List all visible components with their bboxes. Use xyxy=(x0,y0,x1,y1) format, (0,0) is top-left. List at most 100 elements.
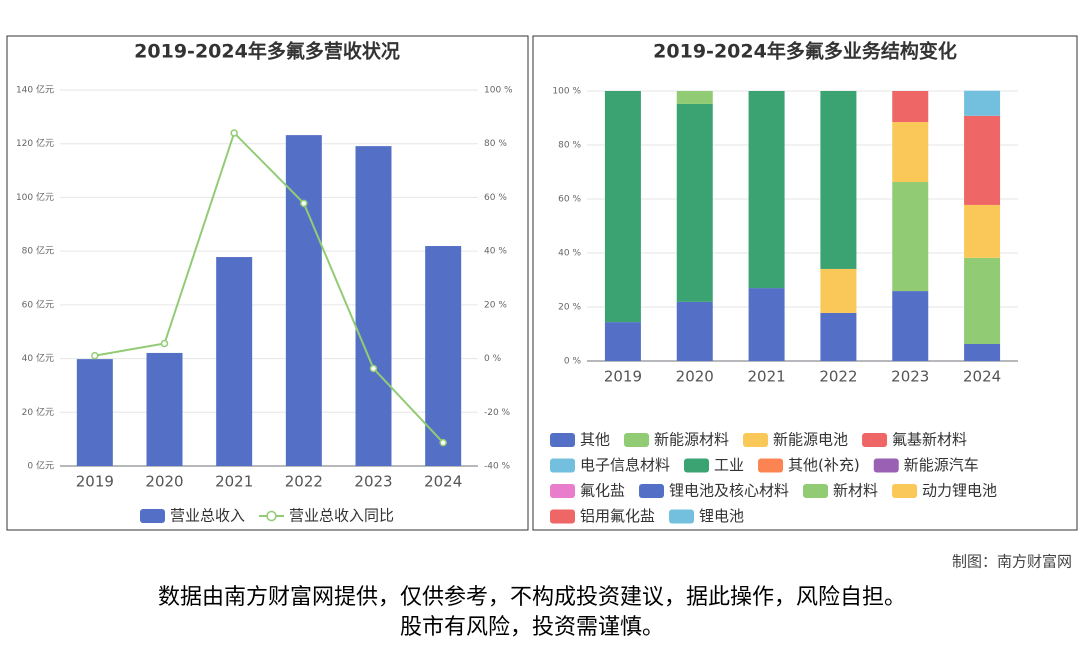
legend-swatch xyxy=(873,458,899,473)
y2-tick-label: 40 % xyxy=(484,247,507,257)
point xyxy=(160,339,169,348)
bar-segment xyxy=(964,115,1001,205)
y2-tick-label: -40 % xyxy=(484,462,511,472)
y-tick-label: 100 亿元 xyxy=(16,191,54,203)
x-tick-label: 2019 xyxy=(604,368,642,386)
y-tick-label: 100 % xyxy=(552,87,581,97)
legend-swatch xyxy=(139,509,165,523)
y-tick-label: 140 亿元 xyxy=(16,84,54,96)
bar-segment xyxy=(604,91,641,323)
credit: 制图：南方财富网 xyxy=(952,553,1072,571)
panel-left xyxy=(6,35,529,531)
bar-segment xyxy=(964,343,1001,361)
bar-segment xyxy=(820,312,857,361)
legend-swatch xyxy=(550,458,575,473)
legend-label: 动力锂电池 xyxy=(922,482,997,500)
bar-segment xyxy=(892,291,929,361)
legend-label: 氟基新材料 xyxy=(892,431,967,449)
legend-swatch xyxy=(669,509,695,524)
point xyxy=(91,351,99,360)
bar xyxy=(285,135,322,466)
bar xyxy=(76,359,113,466)
x-tick-label: 2022 xyxy=(285,473,323,491)
x-tick-label: 2023 xyxy=(891,368,929,386)
legend-label: 营业总收入 xyxy=(170,507,245,525)
bar-segment xyxy=(604,322,641,361)
y2-tick-label: 100 % xyxy=(484,86,513,96)
x-tick-label: 2021 xyxy=(215,473,253,491)
point xyxy=(230,129,238,137)
legend-swatch xyxy=(743,433,769,447)
legend-label: 新能源电池 xyxy=(773,431,848,449)
y-tick-label: 60 亿元 xyxy=(22,298,54,310)
bar-segment xyxy=(820,268,857,313)
legend-swatch xyxy=(550,509,575,524)
bar-segment xyxy=(892,181,929,292)
bar-segment xyxy=(676,91,713,104)
line xyxy=(94,131,444,444)
legend-swatch xyxy=(758,458,784,473)
disclaimer: 股市有风险，投资需谨慎。 xyxy=(400,615,664,640)
bar-segment xyxy=(964,204,1001,258)
legend-label: 锂电池及核心材料 xyxy=(669,482,789,500)
legend-swatch xyxy=(862,433,888,447)
y-tick-label: 0 亿元 xyxy=(27,460,54,472)
legend-swatch xyxy=(624,433,650,447)
chart-title: 2019-2024年多氟多营收状况 xyxy=(134,40,400,63)
legend-label: 新能源汽车 xyxy=(904,456,979,474)
legend-label: 其他(补充) xyxy=(788,456,860,474)
y2-tick-label: 60 % xyxy=(484,193,507,203)
x-tick-label: 2020 xyxy=(145,473,183,491)
legend-swatch xyxy=(266,510,277,522)
legend-swatch xyxy=(803,484,829,498)
y-tick-label: 40 亿元 xyxy=(22,352,54,364)
bar-segment xyxy=(820,91,857,269)
bar-segment xyxy=(676,103,713,302)
legend-swatch xyxy=(892,484,918,498)
y-tick-label: 60 % xyxy=(558,195,581,205)
point xyxy=(439,438,447,447)
legend-label: 其他 xyxy=(580,431,610,449)
bar-segment xyxy=(892,91,929,123)
x-tick-label: 2020 xyxy=(676,368,714,386)
x-tick-label: 2024 xyxy=(424,473,462,491)
y2-tick-label: -20 % xyxy=(484,408,511,418)
bar-segment xyxy=(748,91,785,289)
y2-tick-label: 80 % xyxy=(484,139,507,149)
bar-segment xyxy=(676,301,713,361)
legend-swatch xyxy=(550,433,575,447)
y-tick-label: 20 % xyxy=(558,303,581,313)
legend-label: 工业 xyxy=(714,456,744,474)
legend-swatch xyxy=(684,458,710,473)
bar xyxy=(216,257,253,466)
y-tick-label: 80 % xyxy=(558,141,581,151)
disclaimer: 数据由南方财富网提供，仅供参考，不构成投资建议，据此操作，风险自担。 xyxy=(158,585,906,610)
legend-label: 新材料 xyxy=(833,482,878,500)
y2-tick-label: 20 % xyxy=(484,300,507,310)
y-tick-label: 40 % xyxy=(558,249,581,259)
bar-segment xyxy=(892,122,929,182)
legend-label: 铝用氟化盐 xyxy=(580,507,655,525)
bar-segment xyxy=(964,257,1001,344)
point xyxy=(300,199,308,208)
bar-segment xyxy=(748,288,785,361)
legend-swatch xyxy=(550,484,575,498)
legend-label: 营业总收入同比 xyxy=(289,507,394,525)
legend-swatch xyxy=(639,484,665,498)
legend-label: 电子信息材料 xyxy=(580,456,670,474)
y-tick-label: 120 亿元 xyxy=(16,137,54,149)
y-tick-label: 80 亿元 xyxy=(22,245,54,257)
bar xyxy=(146,352,183,466)
bar xyxy=(355,146,392,467)
y-tick-label: 20 亿元 xyxy=(22,406,54,418)
panel-right xyxy=(532,35,1078,531)
bar xyxy=(425,246,462,466)
y-tick-label: 0 % xyxy=(564,357,582,367)
x-tick-label: 2019 xyxy=(76,473,114,491)
legend-label: 锂电池 xyxy=(699,507,744,525)
chart-title: 2019-2024年多氟多业务结构变化 xyxy=(653,40,957,63)
legend-label: 氟化盐 xyxy=(580,482,625,500)
x-tick-label: 2024 xyxy=(963,368,1001,386)
x-tick-label: 2023 xyxy=(354,473,392,491)
